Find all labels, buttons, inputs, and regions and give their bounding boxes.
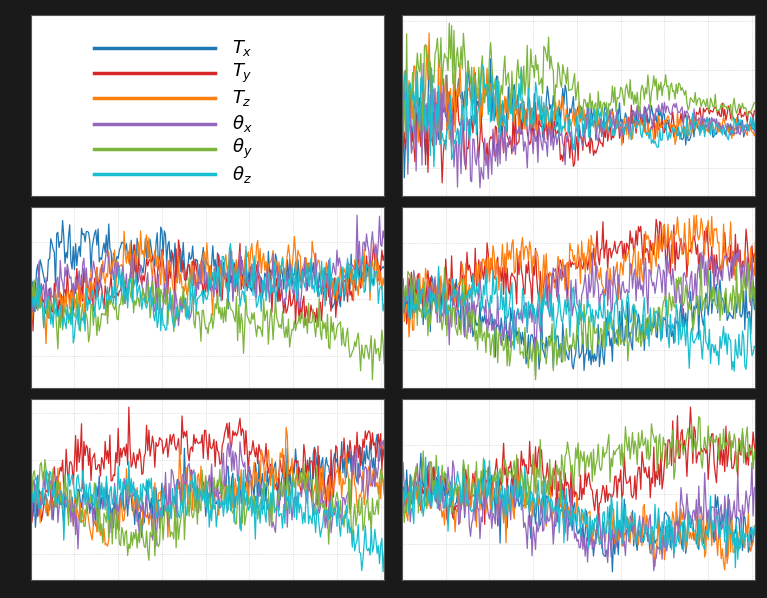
Text: $\theta_y$: $\theta_y$ bbox=[232, 137, 253, 161]
Text: $\theta_x$: $\theta_x$ bbox=[232, 113, 253, 134]
Text: $T_z$: $T_z$ bbox=[232, 89, 252, 108]
Text: $T_y$: $T_y$ bbox=[232, 62, 253, 84]
Text: $\theta_z$: $\theta_z$ bbox=[232, 164, 252, 185]
Text: $T_x$: $T_x$ bbox=[232, 38, 253, 57]
